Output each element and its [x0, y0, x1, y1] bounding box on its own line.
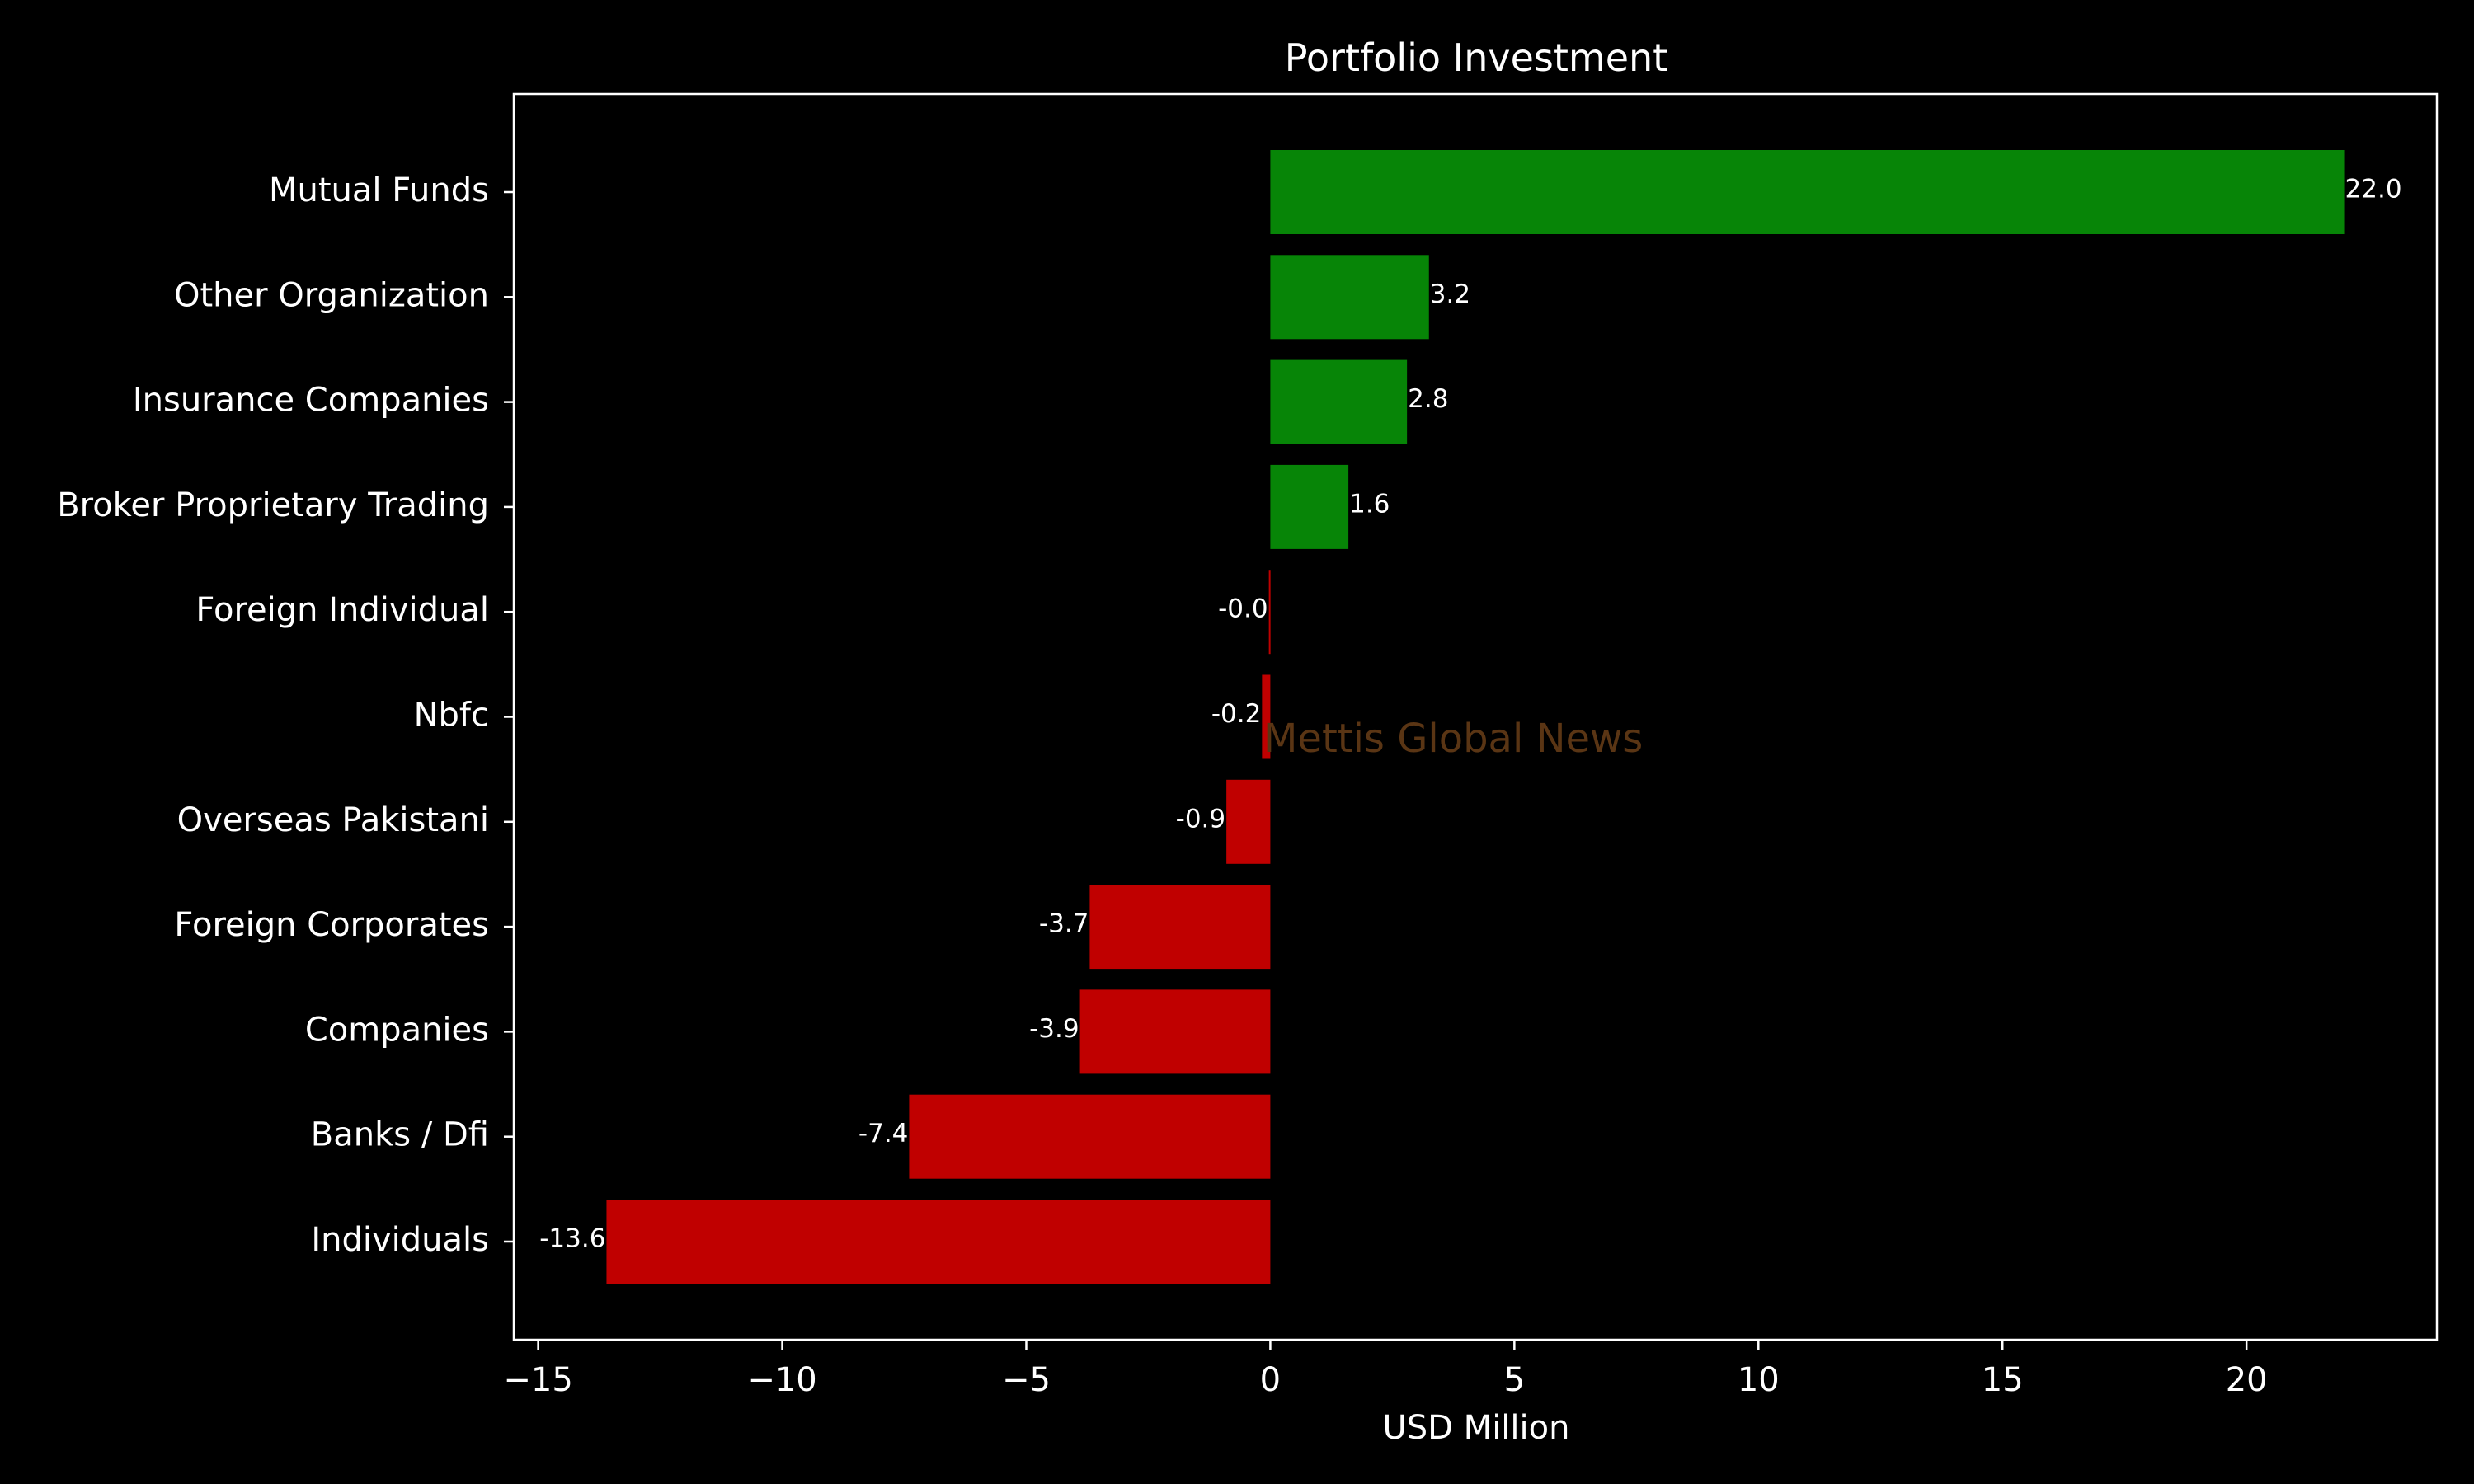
- bar-nbfc: [1262, 674, 1271, 759]
- x-tick-label-5: 10: [1738, 1361, 1780, 1399]
- category-label-mutual-funds: Mutual Funds: [269, 171, 489, 209]
- chart-title: Portfolio Investment: [1285, 35, 1667, 80]
- bar-overseas-pakistani: [1226, 779, 1271, 864]
- category-label-banks-dfi: Banks / Dfi: [311, 1116, 489, 1154]
- bar-individuals: [606, 1200, 1271, 1284]
- category-label-broker-proprietary-trading: Broker Proprietary Trading: [57, 486, 489, 524]
- bar-banks-dfi: [909, 1094, 1271, 1179]
- data-label-overseas-pakistani: -0.9: [1176, 804, 1226, 834]
- watermark: Mettis Global News: [1263, 716, 1643, 762]
- category-label-other-organization: Other Organization: [174, 276, 489, 314]
- bar-insurance-companies: [1270, 359, 1408, 444]
- data-label-banks-dfi: -7.4: [858, 1119, 909, 1148]
- bar-foreign-corporates: [1089, 885, 1271, 970]
- bar-other-organization: [1270, 255, 1429, 340]
- category-label-foreign-corporates: Foreign Corporates: [174, 906, 489, 944]
- category-label-insurance-companies: Insurance Companies: [133, 382, 489, 420]
- bar-mutual-funds: [1270, 150, 2345, 234]
- data-label-broker-proprietary-trading: 1.6: [1349, 489, 1390, 519]
- x-tick-label-1: −10: [747, 1361, 816, 1399]
- y-axis: Mutual Funds Other Organization Insurance …: [57, 171, 514, 1259]
- bar-foreign-individual: [1268, 570, 1271, 655]
- data-label-foreign-individual: -0.0: [1218, 594, 1268, 624]
- data-label-nbfc: -0.2: [1211, 699, 1262, 729]
- x-tick-label-4: 5: [1504, 1361, 1525, 1399]
- x-axis-label: USD Million: [1383, 1409, 1570, 1447]
- data-label-other-organization: 3.2: [1430, 279, 1470, 309]
- bar-companies: [1079, 989, 1271, 1074]
- bars-group: 22.0 3.2 2.8 1.6 -0.0 -0.2 -0.9 -3.7 -3.9 -7.4 -13…: [539, 150, 2402, 1284]
- data-label-companies: -3.9: [1029, 1014, 1079, 1044]
- x-tick-label-2: −5: [1002, 1361, 1051, 1399]
- x-tick-label-0: −15: [503, 1361, 572, 1399]
- category-label-overseas-pakistani: Overseas Pakistani: [177, 801, 489, 839]
- category-label-nbfc: Nbfc: [414, 697, 489, 735]
- data-label-individuals: -13.6: [539, 1224, 605, 1254]
- x-tick-label-6: 15: [1982, 1361, 2024, 1399]
- bar-broker-proprietary-trading: [1270, 464, 1349, 549]
- x-tick-label-7: 20: [2226, 1361, 2268, 1399]
- data-label-insurance-companies: 2.8: [1408, 384, 1448, 414]
- data-label-foreign-corporates: -3.7: [1039, 909, 1089, 939]
- x-tick-label-3: 0: [1260, 1361, 1281, 1399]
- category-label-foreign-individual: Foreign Individual: [195, 591, 489, 629]
- category-label-individuals: Individuals: [311, 1221, 489, 1259]
- category-label-companies: Companies: [305, 1011, 489, 1049]
- x-axis: −15 −10 −5 0 5 10 15 20: [503, 1340, 2268, 1399]
- data-label-mutual-funds: 22.0: [2345, 175, 2402, 204]
